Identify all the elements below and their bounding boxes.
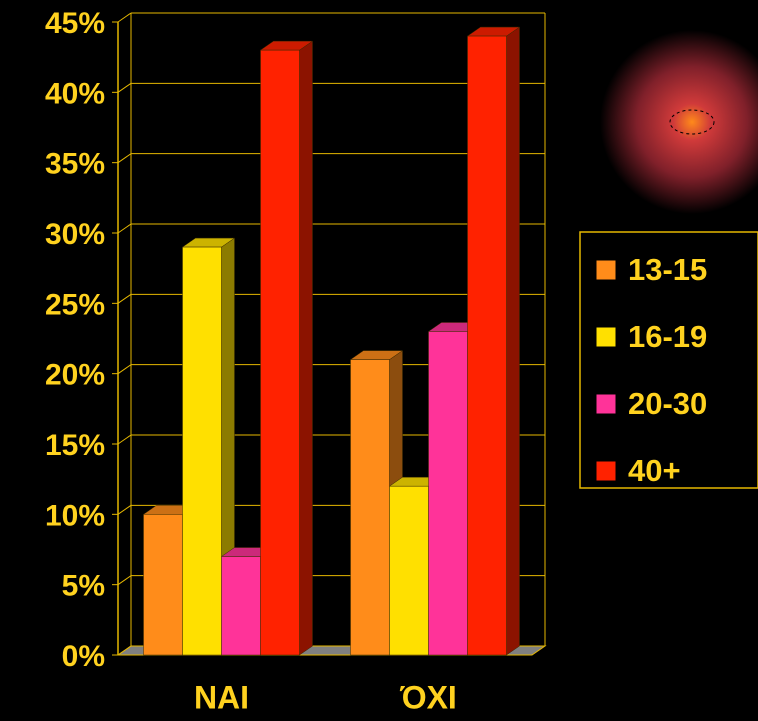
bar-front: [260, 49, 300, 656]
grid-segment: [117, 575, 132, 586]
bar-front: [143, 514, 183, 656]
grid-segment: [117, 293, 132, 304]
y-tick-label: 35%: [45, 148, 105, 181]
x-tick-label: NAI: [194, 679, 249, 715]
bar-side: [299, 40, 313, 656]
y-tick-label: 40%: [45, 77, 105, 110]
grid-segment: [117, 153, 132, 164]
legend-swatch: [595, 393, 617, 415]
grid-segment: [117, 434, 132, 445]
y-tick-label: 10%: [45, 499, 105, 532]
decoration: [669, 109, 715, 135]
bar-side: [506, 26, 520, 656]
y-tick-label: 45%: [45, 7, 105, 40]
legend-swatch: [595, 460, 617, 482]
bar-front: [350, 359, 390, 656]
bar-front: [182, 246, 222, 656]
y-tick-label: 0%: [62, 640, 105, 673]
y-tick-label: 25%: [45, 288, 105, 321]
y-tick-label: 20%: [45, 359, 105, 392]
grid-segment: [117, 12, 132, 23]
bar-front: [389, 485, 429, 656]
decoration: [600, 30, 758, 214]
bar: [466, 26, 521, 656]
bar-front: [428, 331, 468, 656]
x-tick-label: ΌΧΙ: [399, 679, 457, 715]
grid-segment: [117, 82, 132, 93]
legend-label: 20-30: [628, 386, 707, 421]
bar-front: [467, 35, 507, 656]
grid-segment: [117, 645, 132, 656]
grid-line: [117, 12, 545, 23]
y-tick-label: 30%: [45, 218, 105, 251]
legend-swatch: [595, 326, 617, 348]
bar: [259, 40, 314, 656]
y-tick-label: 15%: [45, 429, 105, 462]
legend-swatch: [595, 259, 617, 281]
grid-segment: [117, 223, 132, 234]
legend-box: [579, 231, 758, 489]
legend-label: 40+: [628, 453, 681, 488]
y-tick-label: 5%: [62, 570, 105, 603]
legend-label: 13-15: [628, 252, 707, 287]
legend-label: 16-19: [628, 319, 707, 354]
bar-front: [221, 556, 261, 656]
grid-segment: [117, 504, 132, 515]
grid-segment: [117, 364, 132, 375]
